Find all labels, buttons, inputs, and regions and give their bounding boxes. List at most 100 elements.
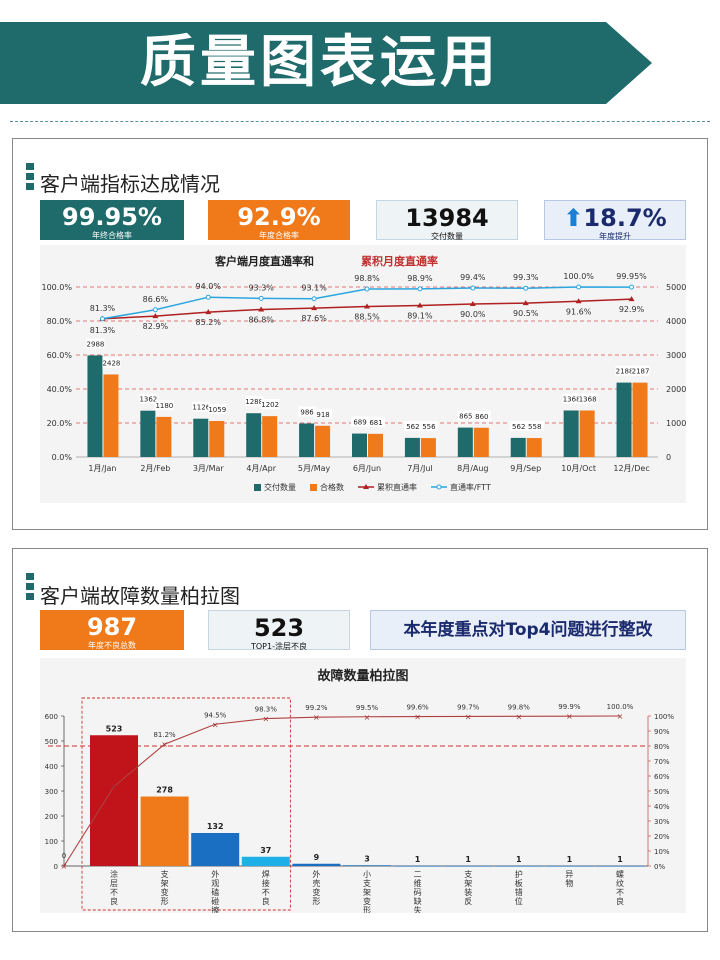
y-right-tick-label: 30% (654, 818, 670, 826)
kpi-value: 99.95% (62, 203, 162, 231)
cumulative-data-label: 90.0% (460, 310, 486, 319)
up-arrow-icon: ⬆ (563, 204, 584, 232)
bar (579, 410, 595, 457)
kpi-delivery-qty: 13984 交付数量 (376, 200, 518, 241)
x-tick-label: 4月/Apr (246, 464, 276, 473)
x-tick-label-char: 碰 (211, 896, 219, 906)
cumulative-marker: × (465, 712, 472, 721)
ftt-point (99, 316, 105, 322)
ftt-point (258, 295, 264, 301)
bar-data-label: 9 (314, 853, 320, 862)
cumulative-point (152, 313, 159, 319)
x-tick-label: 8月/Aug (457, 464, 488, 473)
cumulative-point (575, 298, 582, 304)
y-left-tick-label: 200 (45, 813, 58, 821)
y-right-tick-label: 5000 (666, 283, 686, 292)
bar (596, 865, 644, 867)
cumulative-point (522, 300, 529, 306)
y-right-tick-label: 10% (654, 848, 670, 856)
x-tick-label-char: 支 (161, 869, 169, 879)
data-label-bg (367, 416, 385, 427)
x-tick-label-char: 外 (211, 869, 219, 879)
section-marker-icon (26, 573, 34, 603)
cumulative-point (258, 306, 265, 312)
ftt-point (417, 286, 423, 292)
data-label-bg (472, 410, 491, 421)
bar (262, 416, 278, 457)
kpi-value-row: ⬆18.7% (545, 201, 685, 232)
x-tick-label-char: 擦 (211, 905, 219, 913)
x-tick-label-char: 涂 (110, 869, 118, 879)
cumulative-data-label: 89.1% (407, 312, 433, 321)
data-label-bg (155, 399, 174, 410)
x-tick-label-char: 支 (363, 878, 371, 888)
cumulative-marker: × (313, 713, 320, 722)
x-tick-label: 1月/Jan (88, 464, 116, 473)
x-tick-label: 9月/Sep (510, 464, 541, 473)
data-label-bg (245, 396, 264, 407)
x-tick-label-char: 架 (161, 879, 169, 888)
bar (352, 433, 367, 457)
bar-data-label: 2187 (632, 368, 650, 376)
ftt-point (311, 296, 317, 302)
cumulative-marker: × (414, 713, 421, 722)
ftt-data-label: 98.9% (407, 274, 433, 283)
y-right-tick-label: 1000 (666, 419, 686, 428)
data-label-bg (261, 399, 280, 410)
cumulative-marker: × (364, 713, 371, 722)
bar (420, 438, 436, 457)
x-tick-label: 2月/Feb (140, 464, 170, 473)
x-tick-label-char: 观 (211, 879, 219, 888)
x-tick-label-char: 架 (464, 879, 472, 888)
bar-data-label: 1 (516, 855, 522, 864)
cumulative-data-label: 86.8% (248, 315, 274, 324)
header-banner (0, 22, 606, 104)
ftt-data-label: 93.3% (248, 283, 274, 292)
focus-banner-text: 本年度重点对Top4问题进行整改 (403, 620, 653, 640)
bar-data-label: 1202 (261, 401, 279, 409)
y-right-tick-label: 4000 (666, 317, 686, 326)
y-right-tick-label: 40% (654, 803, 670, 811)
kpi-value: 92.9% (237, 203, 321, 231)
bar (90, 735, 138, 866)
bar (457, 427, 473, 457)
divider (10, 121, 710, 122)
cumulative-marker: × (515, 712, 522, 721)
x-tick-label-char: 壳 (312, 878, 320, 888)
chart2-svg: 故障数量柏拉图 0 100 200 300 400 500 600 0% 10% 20% 30% 40… (45, 668, 675, 924)
legend-marker (436, 484, 442, 490)
bar-data-label: 3 (364, 854, 370, 863)
cumulative-point (205, 309, 212, 315)
x-tick-label-char: 板 (515, 878, 523, 888)
data-label-bg (298, 406, 317, 417)
legend-label: 交付数量 (264, 482, 296, 492)
bar (393, 865, 442, 867)
x-tick-label-char: 错 (515, 887, 523, 897)
bar-data-label: 1368 (563, 395, 581, 403)
x-tick-label-char: 支 (464, 869, 472, 879)
kpi-value: 987 (86, 613, 138, 641)
bar (140, 796, 189, 866)
bar-data-label: 860 (475, 413, 488, 421)
ftt-data-label: 93.1% (301, 284, 327, 293)
x-tick-label-char: 维 (414, 878, 422, 888)
data-label-bg (509, 420, 528, 431)
bar-data-label: 918 (316, 411, 329, 419)
kpi-value: 13984 (405, 204, 489, 232)
y-right-tick-label: 20% (654, 833, 670, 841)
cumulative-data-label: 99.6% (406, 704, 429, 712)
legend-marker (363, 484, 369, 489)
chart1-svg: 客户端月度直通率和 累积月度直通率 0.0% 20.0% 40.0% 60.0% 80.… (41, 254, 686, 492)
bar-data-label: 1126 (192, 404, 210, 412)
x-tick-label: 5月/May (298, 464, 331, 473)
bar-data-label: 681 (369, 419, 382, 427)
bar-data-label: 1362 (139, 396, 157, 404)
y-left-tick-label: 600 (45, 713, 58, 721)
x-tick-label-char: 位 (515, 896, 523, 906)
x-tick-label-char: 不 (262, 888, 270, 897)
x-tick-label-char: 异 (565, 870, 573, 879)
cumulative-point (416, 302, 423, 308)
ftt-data-label: 99.95% (616, 272, 647, 281)
chart1-title-part1: 客户端月度直通率和 (214, 254, 314, 268)
section-marker-icon (26, 163, 34, 193)
